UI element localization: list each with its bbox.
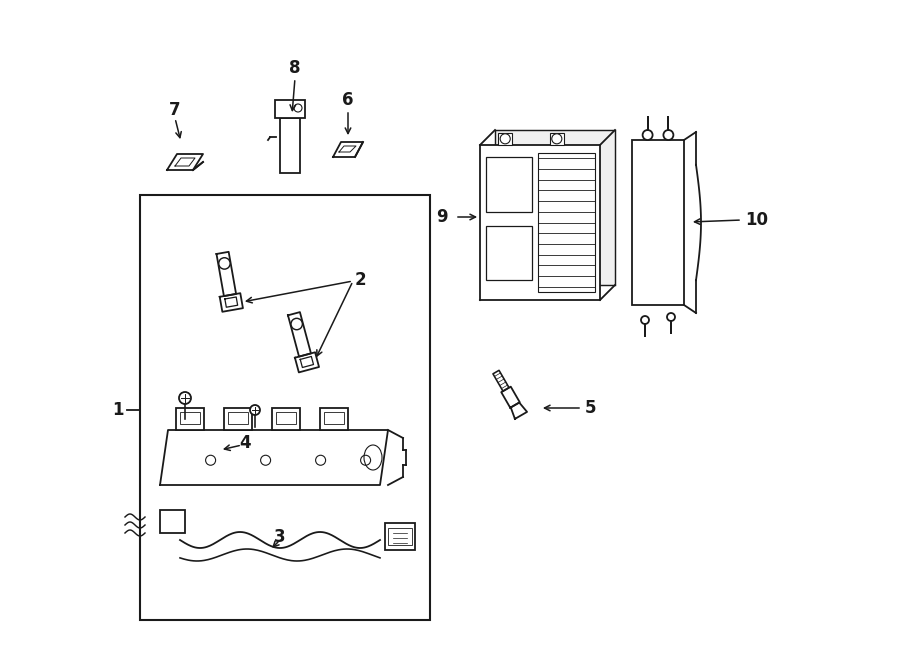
Circle shape [641, 316, 649, 324]
Bar [537, 153, 595, 292]
Bar [498, 133, 512, 145]
Text: 3: 3 [274, 528, 286, 546]
Bar [324, 412, 344, 424]
Bar [276, 412, 296, 424]
Text: 4: 4 [239, 434, 251, 452]
Circle shape [205, 455, 216, 465]
Bar [320, 408, 348, 430]
Bar [176, 408, 204, 430]
Circle shape [667, 313, 675, 321]
Circle shape [663, 130, 673, 140]
Circle shape [261, 455, 271, 465]
Bar [486, 225, 532, 280]
Circle shape [291, 319, 302, 330]
Text: 6: 6 [342, 91, 354, 109]
Text: 5: 5 [585, 399, 597, 417]
Text: 9: 9 [436, 208, 448, 226]
Circle shape [361, 455, 371, 465]
Circle shape [250, 405, 260, 415]
Bar [550, 133, 564, 145]
Bar [280, 118, 300, 173]
Bar [486, 157, 532, 212]
Bar [224, 408, 252, 430]
Circle shape [316, 455, 326, 465]
Bar [140, 195, 430, 620]
Circle shape [179, 392, 191, 404]
Bar [632, 140, 684, 305]
Circle shape [294, 104, 302, 112]
Bar [495, 130, 615, 285]
Bar [275, 100, 305, 118]
Bar [228, 412, 248, 424]
Bar [388, 528, 412, 545]
Bar [160, 510, 185, 533]
Circle shape [219, 258, 230, 269]
Bar [385, 523, 415, 550]
Text: 2: 2 [355, 271, 366, 289]
Bar [180, 412, 200, 424]
Circle shape [500, 134, 510, 144]
Text: 8: 8 [289, 59, 301, 77]
Circle shape [552, 134, 562, 144]
Text: 10: 10 [745, 211, 768, 229]
Bar [480, 145, 600, 300]
Text: 1: 1 [112, 401, 124, 419]
Text: 7: 7 [169, 101, 181, 119]
Circle shape [643, 130, 652, 140]
Bar [272, 408, 300, 430]
